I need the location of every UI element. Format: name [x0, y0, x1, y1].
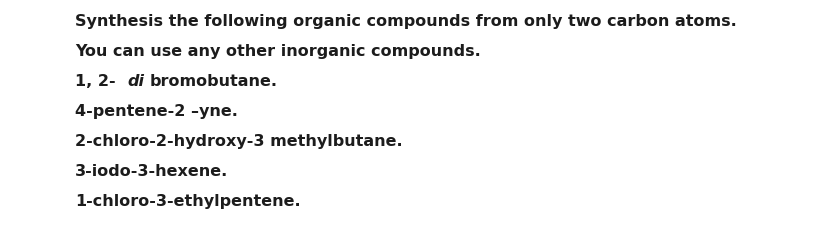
Text: 1-chloro-3-ethylpentene.: 1-chloro-3-ethylpentene.	[75, 194, 300, 209]
Text: 1, 2-: 1, 2-	[75, 74, 116, 89]
Text: 4-pentene-2 –yne.: 4-pentene-2 –yne.	[75, 104, 238, 119]
Text: You can use any other inorganic compounds.: You can use any other inorganic compound…	[75, 44, 481, 59]
Text: Synthesis the following organic compounds from only two carbon atoms.: Synthesis the following organic compound…	[75, 14, 737, 29]
Text: bromobutane.: bromobutane.	[149, 74, 277, 89]
Text: 2-chloro-2-hydroxy-3 methylbutane.: 2-chloro-2-hydroxy-3 methylbutane.	[75, 134, 403, 149]
Text: di: di	[127, 74, 144, 89]
Text: 3-iodo-3-hexene.: 3-iodo-3-hexene.	[75, 164, 229, 179]
